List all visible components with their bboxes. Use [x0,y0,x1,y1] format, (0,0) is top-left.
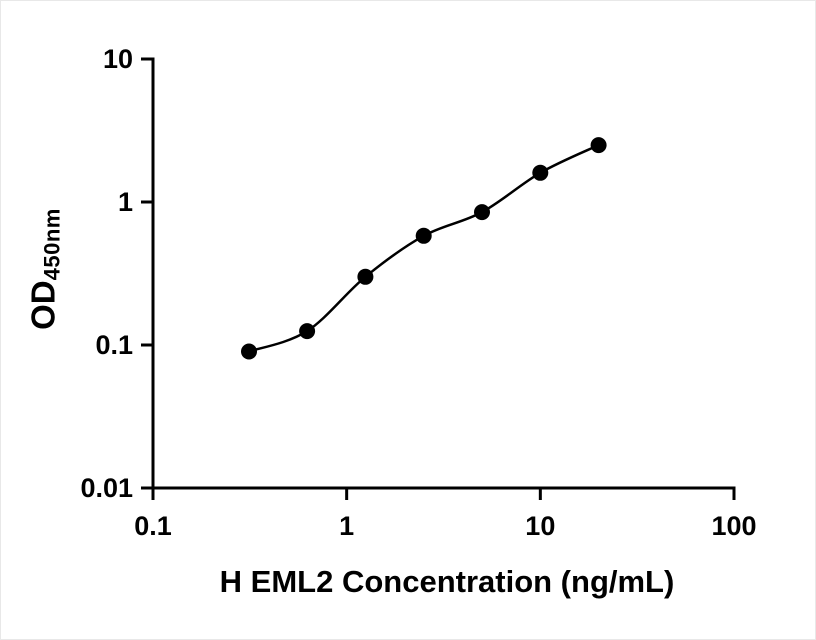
y-tick-label: 1 [118,187,133,217]
y-axis-title-main: OD [24,280,62,330]
data-point [299,323,316,340]
data-point [532,164,549,181]
y-tick-label: 10 [103,44,133,74]
x-axis-title: H EML2 Concentration (ng/mL) [219,564,675,599]
x-tick-label: 100 [711,511,756,541]
y-axis-title-subscript: 450nm [39,208,65,281]
x-tick-label: 1 [339,511,354,541]
data-point [357,268,374,285]
data-point [590,137,607,154]
data-point [415,227,432,244]
data-point [474,204,490,221]
x-tick-label: 10 [525,511,555,541]
x-tick-label: 0.1 [134,511,172,541]
y-axis-title: OD450nm [25,208,66,330]
y-tick-label: 0.1 [95,330,133,360]
data-point [241,343,257,360]
axis-lines [151,57,736,490]
y-tick-label: 0.01 [80,473,133,503]
